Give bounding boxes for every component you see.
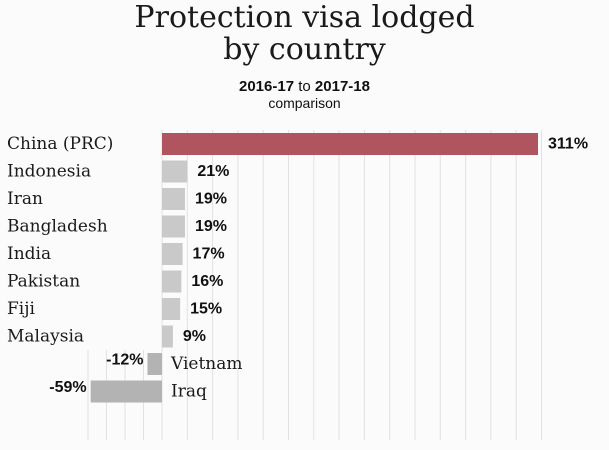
chart-subtitle-comparison: comparison [268,95,341,111]
bar-china-prc [162,133,538,155]
bar-fiji [162,298,181,320]
bar-malaysia [162,325,173,348]
value-label-china-prc: 311% [548,136,588,153]
bar-iran [162,188,185,210]
category-labels: China (PRC) Indonesia Iran Bangladesh India P… [7,134,243,402]
bar-india [162,243,183,265]
category-label-malaysia: Malaysia [7,327,84,347]
value-label-iran: 19% [195,191,227,208]
value-label-malaysia: 9% [183,328,206,345]
subtitle-to: 2017-18 [314,78,370,95]
category-label-pakistan: Pakistan [7,272,80,292]
value-label-indonesia: 21% [197,163,229,180]
category-label-indonesia: Indonesia [7,162,91,182]
value-label-pakistan: 16% [191,273,223,290]
bar-pakistan [162,270,182,293]
chart-title-line2: by country [223,32,386,67]
value-labels: 311% 21% 19% 19% 17% 16% 15% 9% -12% -59% [49,136,588,397]
value-label-vietnam: -12% [106,352,143,369]
value-label-iraq: -59% [49,379,86,396]
subtitle-to-word: to [298,78,311,95]
value-label-bangladesh: 19% [195,218,227,235]
category-label-iraq: Iraq [171,382,207,402]
bar-bangladesh [162,215,185,238]
category-label-fiji: Fiji [7,299,36,319]
bars [90,133,538,403]
category-label-vietnam: Vietnam [170,354,243,374]
category-label-india: India [7,244,51,264]
category-label-iran: Iran [7,189,43,209]
subtitle-from: 2016-17 [239,78,295,95]
bar-indonesia [162,160,188,183]
chart-subtitle: 2016-17 to 2017-18 [0,78,609,96]
category-label-china-prc: China (PRC) [7,134,113,154]
category-label-bangladesh: Bangladesh [7,217,108,237]
value-label-fiji: 15% [190,301,222,318]
value-label-india: 17% [193,246,225,263]
chart-title-line1: Protection visa lodged [134,0,475,35]
bar-vietnam [147,353,162,375]
bar-iraq [90,380,162,403]
